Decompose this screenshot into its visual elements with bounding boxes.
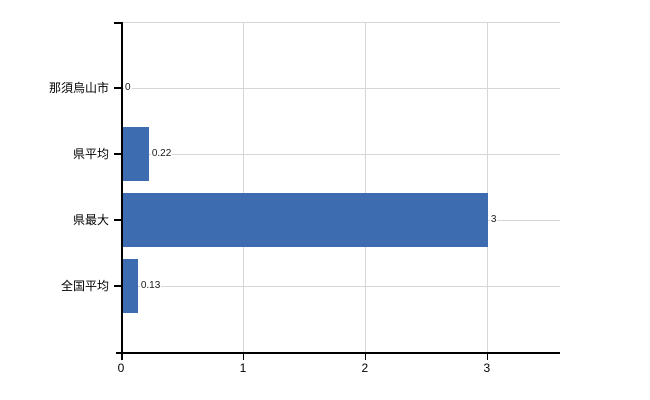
x-axis-tick: [242, 353, 245, 360]
x-axis-tick: [364, 353, 367, 360]
y-axis-line: [121, 22, 123, 354]
category-label: 全国平均: [60, 279, 109, 293]
vertical-gridline: [486, 22, 488, 352]
bar-value-label: 0: [124, 82, 132, 94]
bar-value-label: 3: [489, 214, 498, 226]
x-axis-tick: [486, 353, 489, 360]
x-axis-tick-label: 0: [117, 361, 125, 375]
bar: [122, 193, 488, 247]
y-axis-tick: [114, 87, 121, 89]
x-axis-tick-label: 3: [483, 361, 491, 375]
plot-top-border-gridline-overlap: [121, 22, 560, 23]
x-axis-tick: [121, 353, 123, 360]
x-axis-tick-label: 1: [239, 361, 247, 375]
bar: [122, 127, 149, 181]
y-axis-tick: [114, 153, 121, 155]
horizontal-gridline: [121, 153, 560, 155]
vertical-gridline: [364, 22, 366, 352]
x-axis-line: [116, 352, 560, 354]
y-axis-top-tick: [114, 22, 121, 24]
bar: [122, 259, 138, 313]
bar-value-label: 0.22: [150, 148, 173, 160]
category-label: 県平均: [72, 147, 109, 161]
x-axis-tick-label: 2: [361, 361, 369, 375]
y-axis-tick: [114, 285, 121, 287]
bar-value-label: 0.13: [139, 280, 162, 292]
horizontal-gridline: [121, 285, 560, 287]
category-label: 県最大: [72, 213, 109, 227]
category-label: 那須烏山市: [48, 81, 109, 95]
horizontal-gridline: [121, 87, 560, 89]
vertical-gridline: [242, 22, 244, 352]
y-axis-tick: [114, 219, 121, 221]
